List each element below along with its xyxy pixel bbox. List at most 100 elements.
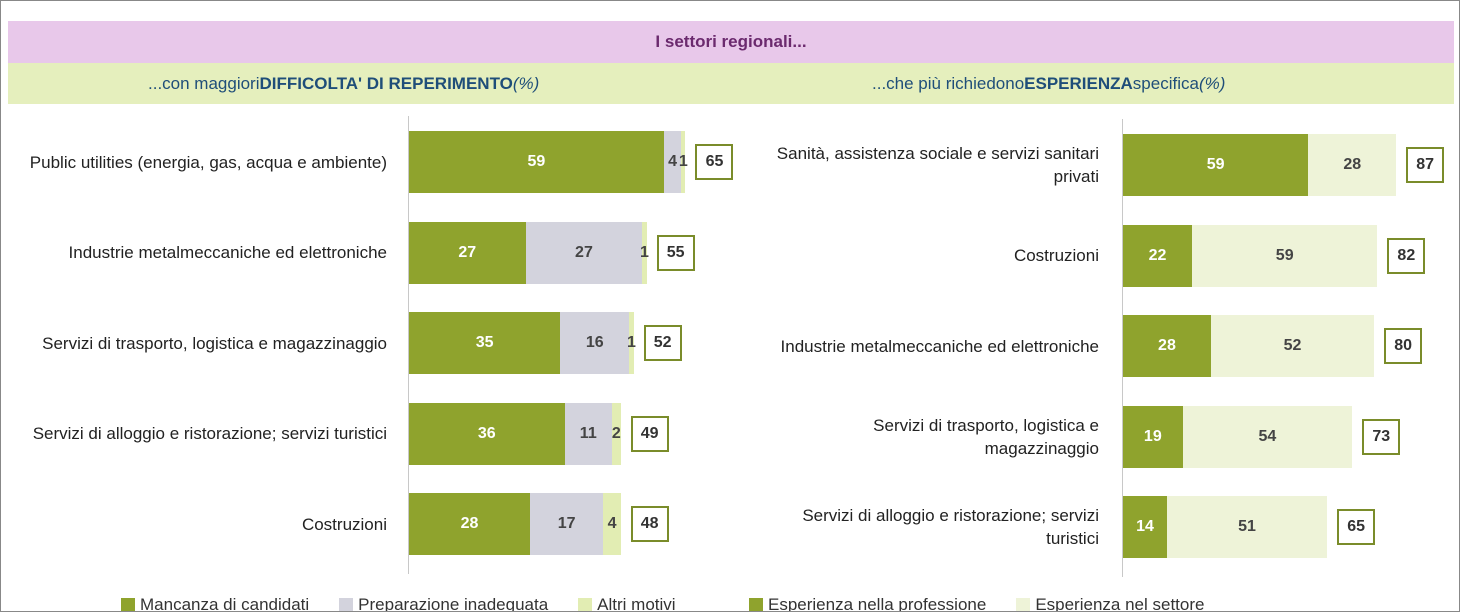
value-label: 1 (678, 153, 688, 170)
legend-swatch (121, 598, 135, 611)
value-label: 28 (1158, 337, 1176, 355)
value-label: 52 (1283, 337, 1302, 355)
bar-segment (1182, 405, 1353, 468)
value-label: 22 (1148, 246, 1167, 264)
bar-segment (612, 402, 621, 465)
bar-segment (629, 312, 634, 375)
legend-label: Esperienza nel settore (1035, 595, 1205, 612)
total-label: 65 (695, 144, 734, 180)
legend-label: Preparazione inadeguata (358, 595, 549, 612)
axis-line (1122, 119, 1123, 577)
subtitle-unit: (%) (512, 73, 540, 93)
subtitle-bar: ...con maggiori DIFFICOLTA' DI REPERIMEN… (8, 63, 1454, 104)
subtitle-text: ...con maggiori (148, 73, 260, 93)
value-label: 19 (1143, 427, 1162, 445)
legend: Mancanza di candidati Preparazione inadeg… (121, 595, 676, 612)
bar-segment (1123, 315, 1211, 378)
value-label: 11 (579, 424, 597, 442)
category-label: Servizi di trasporto, logistica e magazz… (42, 333, 387, 353)
legend-item: Esperienza nel settore (1016, 595, 1205, 612)
bar-segment (663, 131, 682, 193)
bar-segment (1123, 496, 1167, 559)
legend-item: Altri motivi (578, 595, 676, 612)
category-label: Industrie metalmeccaniche ed elettronich… (68, 243, 387, 263)
subtitle-emphasis: DIFFICOLTA' DI REPERIMENTO (259, 73, 513, 93)
category-label: Servizi di trasporto, logistica e magazz… (873, 415, 1099, 458)
category-label: Servizi di alloggio e ristorazione; serv… (802, 506, 1099, 549)
total-label: 48 (630, 506, 669, 543)
bar-segment (409, 493, 530, 556)
total-label: 87 (1406, 147, 1445, 183)
legend-swatch (749, 598, 763, 611)
bar-segment (560, 312, 630, 375)
total-label: 80 (1384, 328, 1423, 365)
bar-segment (1210, 315, 1375, 378)
value-label: 4 (668, 153, 677, 170)
total-label: 82 (1387, 237, 1426, 274)
axis-line (408, 116, 409, 574)
value-label: 59 (527, 153, 546, 170)
legend-label: Esperienza nella professione (768, 595, 987, 612)
category-label: Costruzioni (1013, 246, 1099, 266)
bar-segment (409, 402, 565, 465)
subtitle-unit: (%) (1198, 73, 1226, 93)
subtitle: ...che più richiedono ESPERIENZA specifi… (872, 63, 1225, 104)
bar-segment (1192, 224, 1378, 287)
legend-swatch (1016, 598, 1031, 611)
bar-segment (642, 221, 647, 284)
subtitle-text: ...che più richiedono (872, 73, 1025, 93)
bar-segment (1123, 224, 1193, 287)
value-label: 2 (611, 424, 621, 442)
bar-segment (1308, 134, 1397, 196)
value-label: 17 (557, 515, 576, 533)
value-label: 16 (585, 334, 604, 352)
category-label: Public utilities (energia, gas, acqua e … (29, 152, 387, 172)
bar-segment (409, 221, 526, 284)
bar-segment (409, 312, 561, 375)
total-label: 49 (630, 415, 669, 452)
total-label: 73 (1362, 418, 1401, 455)
legend-label: Altri motivi (597, 595, 676, 612)
legend: Esperienza nella professione Esperienza n… (749, 595, 1205, 612)
category-label: Servizi di alloggio e ristorazione; serv… (32, 424, 387, 444)
legend-swatch (339, 598, 354, 611)
value-label: 54 (1258, 427, 1277, 445)
value-label: 1 (627, 334, 636, 352)
bar-segment (681, 131, 686, 193)
subtitle: ...con maggiori DIFFICOLTA' DI REPERIMEN… (148, 63, 539, 104)
value-label: 51 (1238, 518, 1256, 536)
value-label: 36 (477, 424, 496, 442)
value-label: 4 (607, 515, 617, 533)
total-label: 52 (643, 325, 682, 362)
legend-swatch (578, 598, 593, 611)
subtitle-text: specifica (1132, 73, 1199, 93)
category-label: Industrie metalmeccaniche ed elettronich… (780, 336, 1099, 356)
value-label: 59 (1206, 156, 1225, 173)
value-label: 27 (458, 243, 477, 261)
legend-label: Mancanza di candidati (140, 595, 310, 612)
bar-segment (529, 493, 604, 556)
value-label: 14 (1136, 518, 1154, 536)
bar-segment (409, 131, 664, 193)
total-label: 65 (1337, 509, 1376, 546)
total-label: 55 (656, 234, 695, 271)
value-label: 28 (1343, 156, 1362, 173)
bar-segment (1166, 496, 1328, 559)
category-label: Costruzioni (301, 514, 387, 534)
bar-segment (603, 493, 621, 556)
bar-segment (1123, 405, 1183, 468)
category-label: Sanità, assistenza sociale e servizi san… (776, 144, 1099, 186)
bar-segment (564, 402, 613, 465)
bar-segment (525, 221, 643, 284)
value-label: 1 (639, 243, 649, 261)
value-label: 59 (1275, 246, 1294, 264)
value-label: 35 (475, 334, 494, 352)
bar-segment (1123, 134, 1309, 196)
legend-item: Esperienza nella professione (749, 595, 987, 612)
legend-item: Preparazione inadeguata (339, 595, 549, 612)
value-label: 28 (460, 515, 479, 533)
header-title: I settori regionali... (8, 21, 1454, 63)
value-label: 27 (575, 243, 593, 261)
subtitle-emphasis: ESPERIENZA (1024, 73, 1133, 93)
